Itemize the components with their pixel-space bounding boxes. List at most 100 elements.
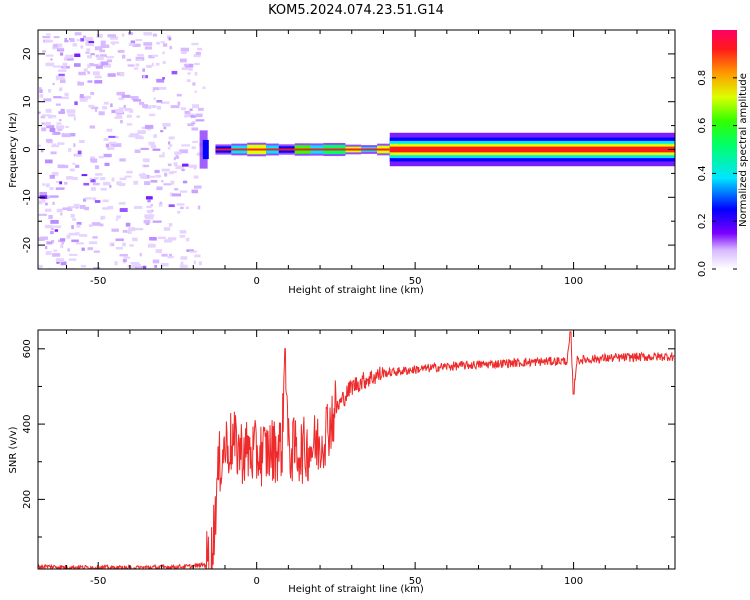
noise-speckle (122, 54, 126, 59)
noise-speckle (179, 235, 186, 238)
noise-speckle (156, 105, 161, 110)
noise-speckle (122, 230, 128, 233)
noise-speckle (156, 186, 163, 191)
noise-speckle (94, 80, 103, 84)
noise-speckle (175, 165, 184, 170)
noise-speckle (85, 51, 90, 54)
noise-speckle (79, 204, 86, 209)
noise-speckle (100, 61, 109, 66)
noise-speckle (116, 91, 125, 96)
noise-speckle (186, 237, 190, 242)
noise-speckle (150, 209, 154, 213)
carrier-center (247, 148, 267, 151)
noise-speckle (73, 203, 80, 208)
noise-speckle (103, 137, 109, 141)
noise-speckle (53, 131, 61, 135)
colorbar-tick-label: 0.2 (697, 213, 708, 229)
colorbar-ticks: 0.0 0.2 0.4 0.6 0.8 (697, 70, 737, 277)
noise-speckle (159, 154, 165, 158)
noise-speckle (76, 39, 80, 42)
noise-speckle (67, 248, 70, 252)
noise-speckle (177, 210, 181, 214)
noise-speckle (74, 32, 82, 36)
noise-speckle (57, 69, 67, 72)
noise-speckle (152, 33, 157, 37)
noise-speckle (180, 47, 189, 52)
noise-speckle (151, 214, 155, 217)
noise-speckle (73, 116, 76, 121)
snr-y-tick-label: 600 (22, 339, 33, 358)
noise-speckle (83, 182, 90, 186)
noise-speckle (168, 204, 175, 208)
noise-speckle (50, 219, 59, 224)
noise-speckle (122, 242, 126, 247)
carrier-center (294, 148, 311, 151)
noise-speckle (153, 97, 156, 100)
noise-speckle (48, 114, 53, 119)
noise-speckle (90, 187, 96, 191)
noise-speckle (147, 199, 151, 203)
noise-speckle (193, 260, 196, 265)
noise-speckle (158, 202, 163, 207)
noise-speckle (95, 54, 100, 58)
noise-speckle (87, 55, 92, 59)
noise-speckle (133, 205, 143, 209)
noise-speckle (88, 241, 98, 245)
noise-speckle (143, 32, 153, 36)
spectrogram-content (38, 32, 675, 269)
noise-speckle (155, 62, 160, 66)
noise-speckle (69, 168, 75, 172)
noise-speckle (91, 63, 99, 67)
noise-speckle (130, 227, 135, 231)
noise-speckle (81, 265, 87, 268)
noise-speckle (152, 87, 160, 91)
noise-speckle (90, 158, 97, 162)
noise-speckle (152, 88, 155, 92)
noise-speckle (174, 188, 179, 191)
noise-speckle (190, 115, 196, 118)
noise-speckle (184, 110, 191, 114)
noise-speckle (54, 229, 59, 232)
noise-speckle (142, 104, 148, 108)
noise-speckle (72, 43, 78, 47)
snr-panel: -50 0 50 100 200 400 600 Height of straight l… (8, 329, 676, 595)
noise-speckle (202, 86, 206, 89)
noise-speckle (90, 156, 95, 160)
noise-speckle (92, 197, 97, 201)
noise-speckle (93, 71, 100, 76)
spectrogram-y-tick-label: 10 (22, 95, 33, 108)
noise-speckle (119, 158, 126, 162)
noise-speckle (50, 227, 54, 231)
noise-speckle (162, 122, 171, 127)
noise-speckle (94, 177, 99, 180)
noise-speckle (151, 54, 159, 57)
noise-speckle (95, 173, 103, 176)
colorbar: 0.0 0.2 0.4 0.6 0.8 Normalized spectral ampl… (697, 30, 749, 277)
noise-speckle (123, 201, 126, 205)
noise-speckle (81, 247, 85, 251)
noise-speckle (59, 119, 62, 122)
noise-speckle (58, 87, 63, 92)
noise-speckle (167, 256, 174, 259)
colorbar-tick-label: 0.4 (697, 165, 708, 181)
snr-x-tick-label: 100 (564, 576, 583, 587)
colorbar-tick-label: 0.0 (697, 261, 708, 277)
noise-speckle (62, 133, 71, 138)
noise-speckle (183, 63, 190, 66)
noise-speckle (146, 64, 152, 69)
noise-speckle (103, 101, 109, 105)
noise-speckle (74, 153, 82, 157)
noise-speckle (134, 149, 141, 154)
noise-speckle (40, 116, 46, 119)
noise-speckle (48, 89, 52, 93)
noise-speckle (126, 170, 133, 174)
noise-speckle (141, 126, 147, 130)
noise-speckle (53, 65, 62, 68)
carrier-center (345, 148, 362, 151)
noise-speckle (75, 164, 80, 168)
figure-title: KOM5.2024.074.23.51.G14 (268, 3, 444, 18)
noise-speckle (102, 199, 109, 203)
noise-speckle (79, 140, 85, 143)
noise-speckle (92, 182, 100, 186)
noise-speckle (135, 39, 143, 42)
